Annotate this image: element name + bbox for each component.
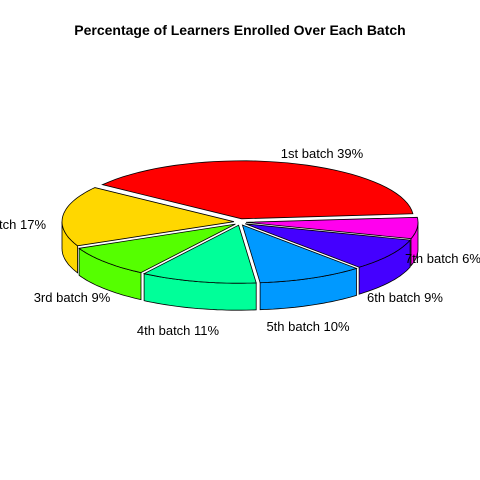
slice-labels: 1st batch 39% 2nd batch 17% 3rd batch 9% 4t… <box>0 146 480 338</box>
pie-slice-top-1 <box>101 160 414 220</box>
pie-slice-top-6 <box>244 223 411 268</box>
pie-slice-top-4 <box>142 224 257 284</box>
pie-slice-5 <box>241 224 358 311</box>
slice-label-3: 3rd batch 9% <box>34 290 111 305</box>
slice-label-1: 1st batch 39% <box>281 146 364 161</box>
pie-slice-top-7 <box>245 216 419 240</box>
pie-slice-4 <box>142 224 257 311</box>
pie-slice-7 <box>245 216 419 267</box>
pie-slice-6 <box>244 223 411 295</box>
slice-label-7: 7th batch 6% <box>405 251 480 266</box>
pie-slice-top-2 <box>61 187 235 247</box>
slice-label-5: 5th batch 10% <box>266 319 350 334</box>
slice-label-4: 4th batch 11% <box>137 323 220 338</box>
pie-slice-2 <box>61 187 235 274</box>
chart-title: Percentage of Learners Enrolled Over Eac… <box>74 22 405 38</box>
pie-slice-3 <box>78 223 236 301</box>
slice-label-2: 2nd batch 17% <box>0 217 46 232</box>
pie-slice-top-3 <box>78 223 236 274</box>
pie-slice-1 <box>101 160 414 220</box>
pie-slices <box>61 160 419 311</box>
pie-slice-top-5 <box>241 224 358 284</box>
slice-label-6: 6th batch 9% <box>367 290 443 305</box>
